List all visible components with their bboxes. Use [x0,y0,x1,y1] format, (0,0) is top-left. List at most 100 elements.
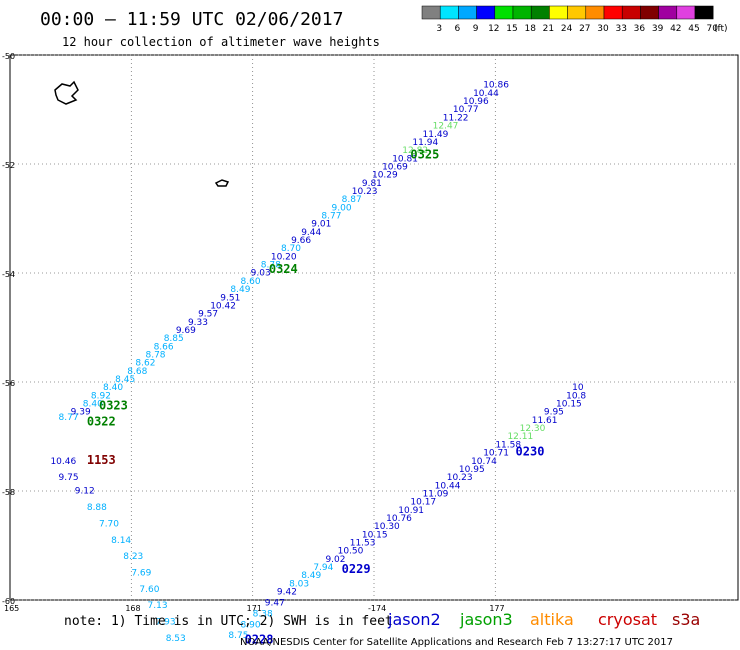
swh-value: 10.69 [382,162,408,172]
lat-tick-label: -60 [2,597,15,606]
colorbar-label: 9 [473,24,479,34]
swh-value: 8.78 [261,261,281,271]
lon-tick-label: -174 [368,604,386,613]
colorbar-swatch [658,5,678,20]
pass-time-label: 0322 [87,415,116,429]
swh-value: 10.46 [50,457,76,467]
colorbar-label: 15 [506,24,517,34]
chart-subtitle: 12 hour collection of altimeter wave hei… [62,35,380,49]
swh-value: 8.87 [342,195,362,205]
swh-value: 10.86 [483,81,509,91]
colorbar-label: 21 [543,24,554,34]
colorbar-swatch [476,5,496,20]
lat-tick-label: -54 [2,270,15,279]
satellite-legend-item: jason2 [387,610,441,629]
swh-value: 7.60 [139,585,159,595]
swh-value: 9.57 [198,310,218,320]
swh-value: 10.91 [398,506,424,516]
swh-value: 9.42 [277,588,297,598]
colorbar-swatch [512,5,532,20]
swh-value: 10.23 [352,187,378,197]
lon-tick-label: 165 [4,604,19,613]
swh-value: 12.47 [433,122,459,132]
swh-value: 10.20 [271,252,297,262]
colorbar-swatch [439,5,459,20]
swh-value: 7.93 [156,618,176,628]
island-shape [54,80,79,105]
swh-value: 12.30 [520,424,546,434]
colorbar-swatch [603,5,623,20]
colorbar-label: 24 [561,24,573,34]
pass-time-label: 0323 [99,398,128,412]
swh-value: 8.77 [321,212,341,222]
lat-tick-label: -50 [2,52,15,61]
swh-value: 10.74 [471,457,497,467]
colorbar-label: 12 [488,24,499,34]
colorbar-label: 18 [524,24,536,34]
swh-value: 9.44 [301,228,321,238]
swh-value: 8.49 [230,285,250,295]
pass-time-label: 1153 [87,453,116,467]
swh-value: 8.49 [301,571,321,581]
colorbar-label: 30 [597,24,609,34]
colorbar-label: 39 [652,24,664,34]
pass-time-label: 0230 [516,445,545,459]
swh-value: 10 [572,383,584,393]
swh-value: 8.88 [87,503,107,513]
swh-value: 11.53 [350,539,376,549]
swh-value: 8.70 [281,244,301,254]
footer-note: note: 1) Time is in UTC; 2) SWH is in fe… [64,614,393,629]
satellite-legend-item: altika [530,610,574,629]
swh-value: 9.01 [311,220,331,230]
swh-value: 9.81 [362,179,382,189]
pass-time-label: 0229 [342,562,371,576]
swh-value: 11.58 [495,440,521,450]
swh-value: 11.09 [423,489,449,499]
colorbar-swatch [494,5,514,20]
swh-value: 8.60 [241,277,261,287]
swh-value: 9.02 [325,555,345,565]
swh-value: 10.23 [447,473,473,483]
swh-value: 8.53 [166,634,186,644]
swh-value: 7.69 [131,568,151,578]
colorbar-label: 45 [688,24,699,34]
swh-value: 10.15 [556,400,582,410]
lat-tick-label: -56 [2,379,15,388]
swh-value: 10.17 [410,498,436,508]
swh-value: 10.44 [473,89,499,99]
swh-value: 9.75 [59,473,79,483]
swh-value: 10.76 [386,514,412,524]
colorbar-label: 42 [670,24,681,34]
swh-value: 9.95 [544,408,564,418]
swh-value: 8.23 [123,552,143,562]
swh-value: 11.61 [532,416,558,426]
colorbar-swatch [530,5,550,20]
lon-tick-label: 177 [489,604,504,613]
swh-value: 8.90 [241,620,261,630]
pass-time-label: 0324 [269,262,298,276]
swh-value: 8.14 [111,536,131,546]
swh-value: 8.75 [228,631,248,641]
swh-value: 8.03 [289,579,309,589]
swh-value: 10.95 [459,465,485,475]
colorbar: 3 6 9 12 15 18 21 24 27 30 33 36 39 42 45 70 [421,5,718,34]
swh-value: 10.15 [362,530,388,540]
island-shape-small [214,179,230,187]
swh-value: 9.12 [75,487,95,497]
swh-value: 10.81 [392,154,418,164]
swh-value: 10.50 [338,547,364,557]
swh-value: 8.45 [115,375,135,385]
colorbar-swatch [458,5,477,20]
swh-value: 9.33 [188,318,208,328]
swh-value: 8.62 [135,359,155,369]
swh-value: 10.96 [463,97,489,107]
swh-value: 7.70 [99,519,119,529]
colorbar-swatch [676,5,696,20]
swh-value: 10.77 [453,105,479,115]
lat-tick-label: -52 [2,161,15,170]
colorbar-swatch [567,5,587,20]
swh-value: 9.39 [71,408,91,418]
pass-time-label: 0325 [410,148,439,162]
swh-value: 8.78 [145,350,165,360]
